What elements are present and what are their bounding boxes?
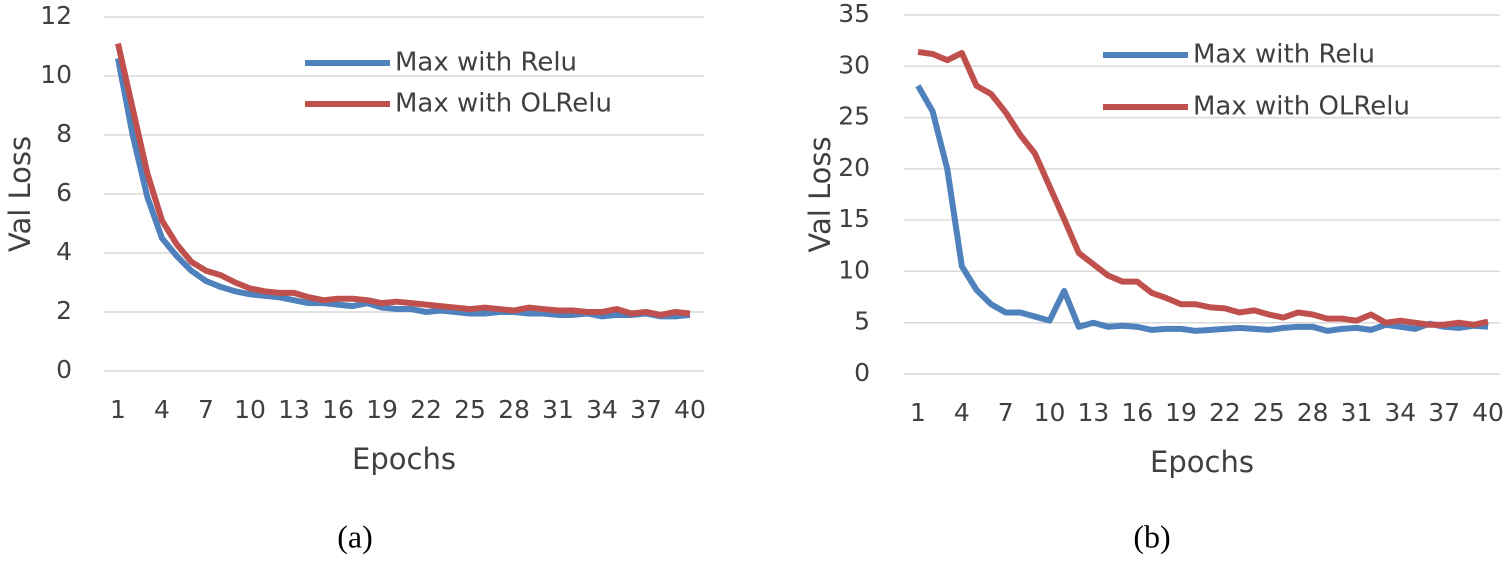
x-tick-label: 37: [1428, 398, 1460, 427]
y-tick-label: 35: [838, 0, 870, 28]
x-tick-label: 19: [1165, 398, 1197, 427]
y-tick-label: 25: [838, 102, 870, 131]
y-tick-label: 10: [838, 255, 870, 284]
x-tick-label: 34: [1384, 398, 1416, 427]
y-tick-label: 0: [854, 358, 870, 387]
x-tick-label: 7: [198, 395, 214, 424]
legend-label: Max with Relu: [395, 48, 577, 78]
x-tick-label: 22: [410, 395, 442, 424]
x-tick-label: 28: [498, 395, 530, 424]
x-tick-label: 1: [910, 398, 926, 427]
x-tick-label: 25: [1253, 398, 1285, 427]
x-tick-label: 37: [630, 395, 662, 424]
caption: (a): [337, 518, 373, 554]
series-line: [915, 84, 1489, 334]
y-tick-label: 6: [56, 178, 72, 207]
x-tick-label: 25: [454, 395, 486, 424]
y-tick-label: 2: [56, 296, 72, 325]
x-tick-label: 31: [1341, 398, 1373, 427]
x-tick-label: 31: [542, 395, 574, 424]
caption: (b): [1133, 518, 1170, 554]
x-tick-label: 19: [366, 395, 398, 424]
series-line: [917, 48, 1489, 328]
x-tick-label: 40: [1472, 398, 1504, 427]
x-tick-label: 13: [278, 395, 310, 424]
y-tick-label: 5: [854, 307, 870, 336]
y-tick-label: 8: [56, 119, 72, 148]
x-tick-label: 13: [1077, 398, 1109, 427]
x-tick-label: 10: [1034, 398, 1066, 427]
x-axis-title: Epochs: [352, 442, 456, 476]
x-tick-label: 1: [110, 395, 126, 424]
legend-label: Max with Relu: [1193, 40, 1375, 70]
x-axis-title: Epochs: [1150, 445, 1254, 479]
y-axis-title: Val Loss: [803, 136, 837, 252]
x-tick-label: 34: [586, 395, 618, 424]
y-tick-label: 20: [838, 153, 870, 182]
y-tick-label: 12: [40, 1, 72, 30]
x-tick-label: 40: [674, 395, 706, 424]
x-tick-label: 4: [154, 395, 170, 424]
y-tick-label: 10: [40, 60, 72, 89]
legend-label: Max with OLRelu: [1193, 92, 1410, 122]
x-tick-label: 4: [954, 398, 970, 427]
y-tick-label: 0: [56, 355, 72, 384]
series-line: [115, 42, 691, 318]
y-tick-label: 15: [838, 204, 870, 233]
x-tick-label: 16: [322, 395, 354, 424]
x-tick-label: 7: [998, 398, 1014, 427]
x-tick-label: 10: [234, 395, 266, 424]
y-tick-label: 30: [838, 50, 870, 79]
x-tick-label: 16: [1121, 398, 1153, 427]
y-axis-title: Val Loss: [3, 136, 37, 252]
legend-label: Max with OLRelu: [395, 89, 612, 119]
x-tick-label: 28: [1297, 398, 1329, 427]
x-tick-label: 22: [1209, 398, 1241, 427]
y-tick-label: 4: [56, 237, 72, 266]
